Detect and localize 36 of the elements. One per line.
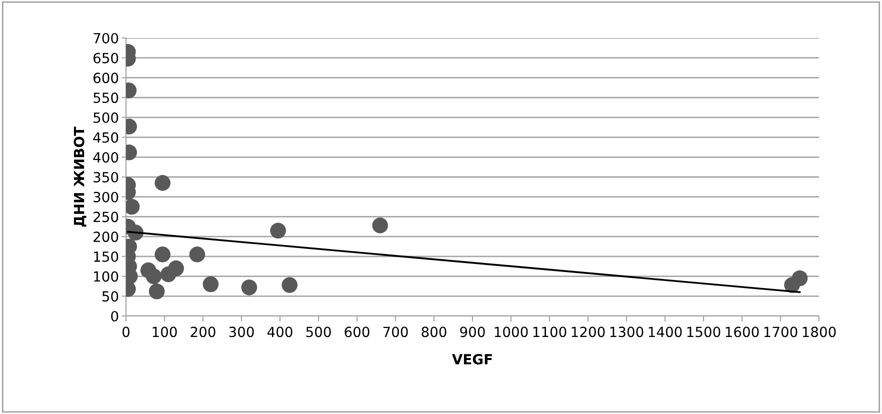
x-tick-label: 800 (422, 326, 446, 338)
x-tick-label: 1100 (533, 326, 566, 338)
y-tick-label: 700 (94, 32, 118, 44)
y-tick-label: 200 (94, 232, 118, 242)
y-tick-label: 100 (94, 271, 118, 282)
x-axis-title: VEGF (452, 354, 492, 364)
x-tick-label: 100 (152, 326, 177, 338)
x-tick-label: 1000 (494, 326, 528, 338)
x-tick-label: 300 (229, 326, 254, 338)
x-tick-label: 1500 (687, 326, 720, 338)
y-tick-label: 150 (94, 251, 118, 262)
y-tick-label: 600 (94, 72, 118, 84)
x-tick-label: 500 (306, 326, 331, 338)
x-tick-label: 200 (190, 326, 216, 338)
x-tick-label: 600 (344, 326, 370, 338)
x-tick-label: 1300 (610, 326, 644, 338)
x-tick-label: 1700 (764, 326, 798, 338)
y-tick-label: 300 (94, 192, 118, 202)
y-tick-label: 650 (94, 52, 118, 64)
x-tick-label: 400 (267, 326, 292, 338)
y-tick-label: 50 (102, 291, 118, 302)
y-tick-label: 550 (94, 92, 118, 104)
x-tick-label: 900 (460, 326, 485, 338)
y-axis-title: ДНИ ЖИВОТ (74, 126, 86, 227)
y-tick-label: 400 (93, 152, 118, 163)
y-tick-label: 250 (94, 212, 118, 222)
y-tick-label: 500 (94, 112, 118, 123)
y-tick-label: 350 (94, 172, 118, 182)
x-tick-label: 0 (122, 326, 130, 338)
y-tick-label: 0 (111, 310, 118, 322)
y-tick-label: 450 (93, 132, 118, 143)
x-tick-label: 1600 (726, 326, 759, 338)
x-tick-label: 700 (383, 326, 408, 338)
x-tick-label: 1200 (572, 326, 605, 338)
x-tick-label: 1800 (802, 326, 836, 338)
x-tick-label: 1400 (648, 326, 682, 338)
